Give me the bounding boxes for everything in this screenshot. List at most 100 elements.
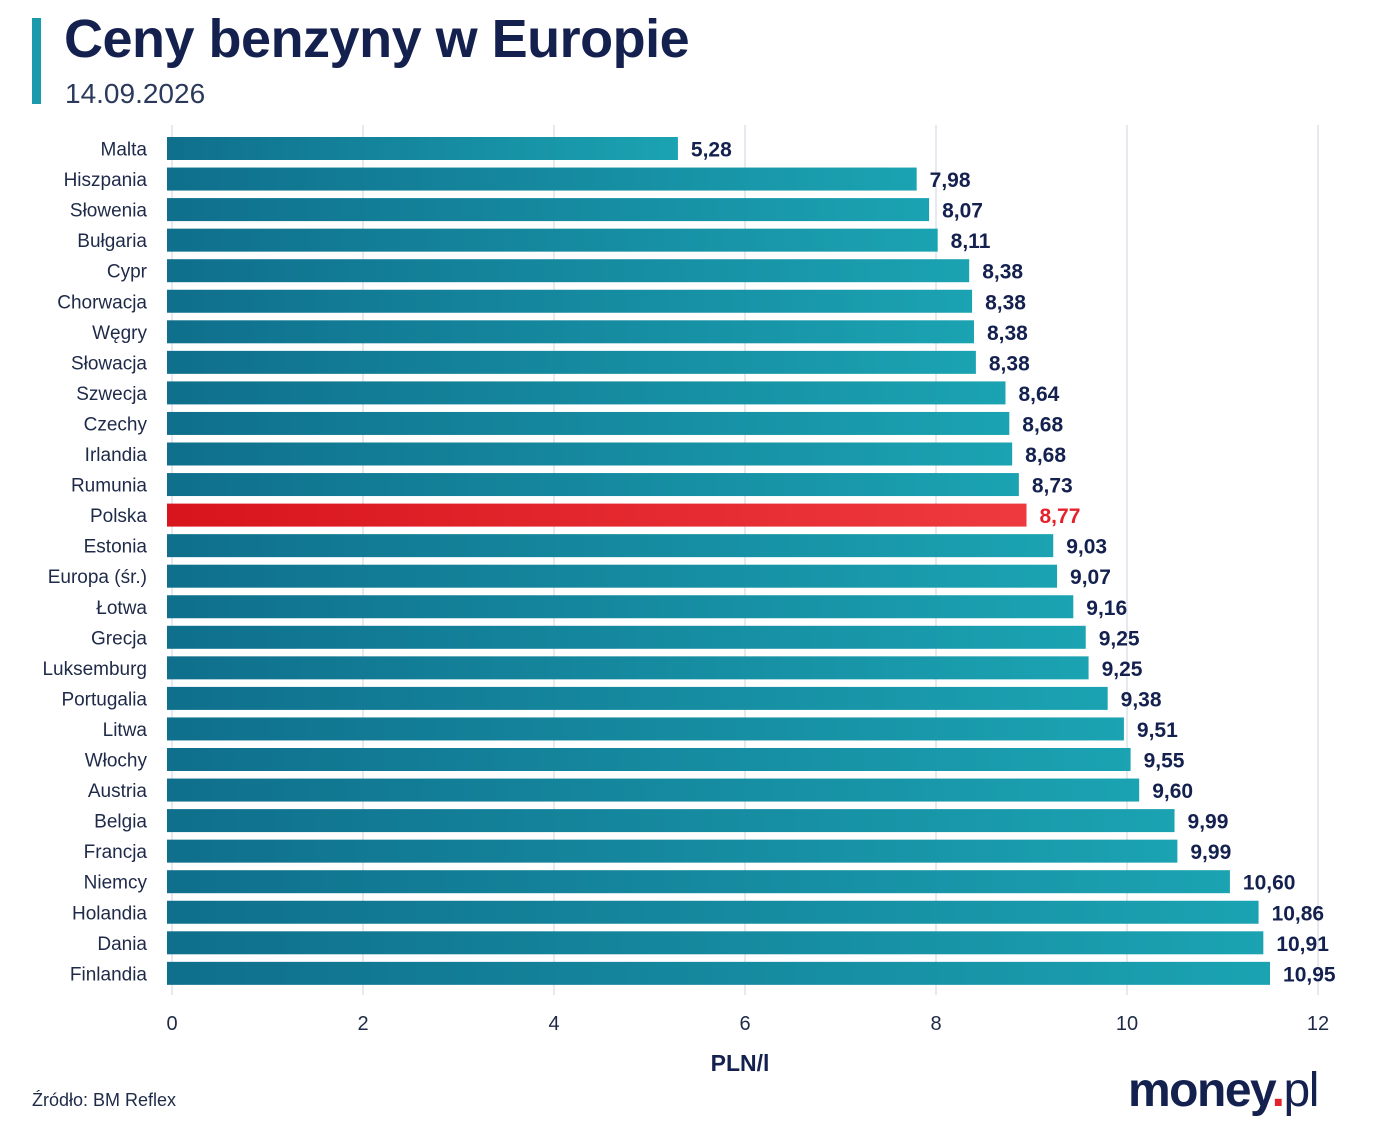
logo-text-money: money [1128,1064,1273,1117]
x-tick-label-4: 4 [548,1013,559,1035]
value-label-20: 9,55 [1144,750,1185,773]
category-label-17: Luksemburg [42,659,147,680]
value-label-25: 10,86 [1272,902,1325,925]
bar-6 [167,320,974,344]
category-label-11: Rumunia [71,476,147,497]
category-label-12: Polska [90,506,147,527]
x-tick-label-2: 2 [357,1013,368,1035]
value-label-24: 10,60 [1243,872,1296,895]
category-label-21: Austria [88,781,148,802]
category-label-13: Estonia [84,537,148,558]
value-label-17: 9,25 [1102,658,1143,681]
bar-21 [167,778,1140,802]
bar-11 [167,473,1019,497]
bar-18 [167,686,1108,710]
value-label-5: 8,38 [985,291,1026,314]
bar-19 [167,717,1124,741]
value-label-19: 9,51 [1137,719,1178,742]
category-label-3: Bułgaria [77,231,147,252]
category-label-23: Francja [84,842,148,863]
bar-23 [167,839,1178,863]
bar-25 [167,900,1259,924]
category-label-8: Szwecja [76,384,147,405]
x-tick-label-0: 0 [166,1013,177,1035]
value-label-7: 8,38 [989,352,1030,375]
category-label-26: Dania [97,934,147,955]
page-title: Ceny benzyny w Europie [64,9,690,69]
value-label-16: 9,25 [1099,627,1140,650]
page-date: 14.09.2026 [65,78,206,109]
value-label-12: 8,77 [1040,505,1081,528]
category-label-0: Malta [101,140,148,161]
value-label-21: 9,60 [1152,780,1193,803]
source-note: Źródło: BM Reflex [32,1090,177,1110]
bar-26 [167,931,1264,955]
category-label-20: Włochy [85,751,148,772]
category-label-19: Litwa [103,720,148,741]
category-label-4: Cypr [107,262,148,283]
category-label-16: Grecja [91,628,147,649]
bar-0 [167,137,678,160]
value-label-27: 10,95 [1283,963,1336,986]
logo-dot: . [1271,1064,1285,1117]
category-label-2: Słowenia [70,201,148,222]
category-label-27: Finlandia [70,964,148,985]
money-pl-logo: money.pl [1128,1063,1320,1118]
bar-15 [167,595,1074,619]
value-label-18: 9,38 [1121,688,1162,711]
x-tick-label-6: 6 [739,1013,750,1035]
value-label-0: 5,28 [691,139,732,162]
x-axis-label: PLN/l [711,1050,770,1076]
value-label-26: 10,91 [1276,933,1329,956]
value-label-14: 9,07 [1070,566,1111,589]
category-label-7: Słowacja [71,353,147,374]
bar-2 [167,198,930,222]
value-label-23: 9,99 [1190,841,1231,864]
x-tick-label-10: 10 [1116,1013,1138,1035]
category-label-6: Węgry [92,323,147,344]
bar-5 [167,289,973,313]
category-label-18: Portugalia [61,689,147,710]
bar-16 [167,625,1086,649]
bar-chart: 0 2 4 6 8 10 12 PLN/l Malta 5,28 Hiszpania 7,98 Słow… [42,125,1336,1076]
value-label-8: 8,64 [1018,383,1059,406]
bar-8 [167,381,1006,405]
value-label-11: 8,73 [1032,475,1073,498]
value-label-6: 8,38 [987,322,1028,345]
value-label-22: 9,99 [1188,811,1229,834]
value-label-9: 8,68 [1022,413,1063,436]
bar-7 [167,350,976,374]
value-label-15: 9,16 [1086,597,1127,620]
value-label-13: 9,03 [1066,536,1107,559]
value-label-1: 7,98 [930,169,971,192]
value-label-4: 8,38 [982,261,1023,284]
category-label-14: Europa (śr.) [48,567,147,588]
category-label-5: Chorwacja [57,292,147,313]
category-label-24: Niemcy [84,873,148,894]
category-label-22: Belgia [94,812,147,833]
bar-13 [167,534,1054,558]
x-tick-label-12: 12 [1307,1013,1329,1035]
bar-24 [167,870,1230,894]
bar-14 [167,564,1058,588]
bar-1 [167,167,917,191]
logo-text-pl: pl [1283,1064,1320,1117]
bar-17 [167,656,1089,680]
value-label-3: 8,11 [951,230,991,253]
category-label-15: Łotwa [96,598,147,619]
title-accent-bar [32,18,41,104]
bar-10 [167,442,1013,466]
x-tick-label-8: 8 [930,1013,941,1035]
bar-3 [167,228,938,252]
bar-9 [167,411,1010,435]
bar-22 [167,809,1175,833]
bar-12 [167,503,1027,527]
category-label-1: Hiszpania [64,170,148,191]
bar-27 [167,961,1271,985]
value-label-10: 8,68 [1025,444,1066,467]
bar-20 [167,748,1131,771]
category-label-9: Czechy [84,414,148,435]
category-label-10: Irlandia [85,445,148,466]
bar-4 [167,259,970,283]
value-label-2: 8,07 [942,200,983,223]
